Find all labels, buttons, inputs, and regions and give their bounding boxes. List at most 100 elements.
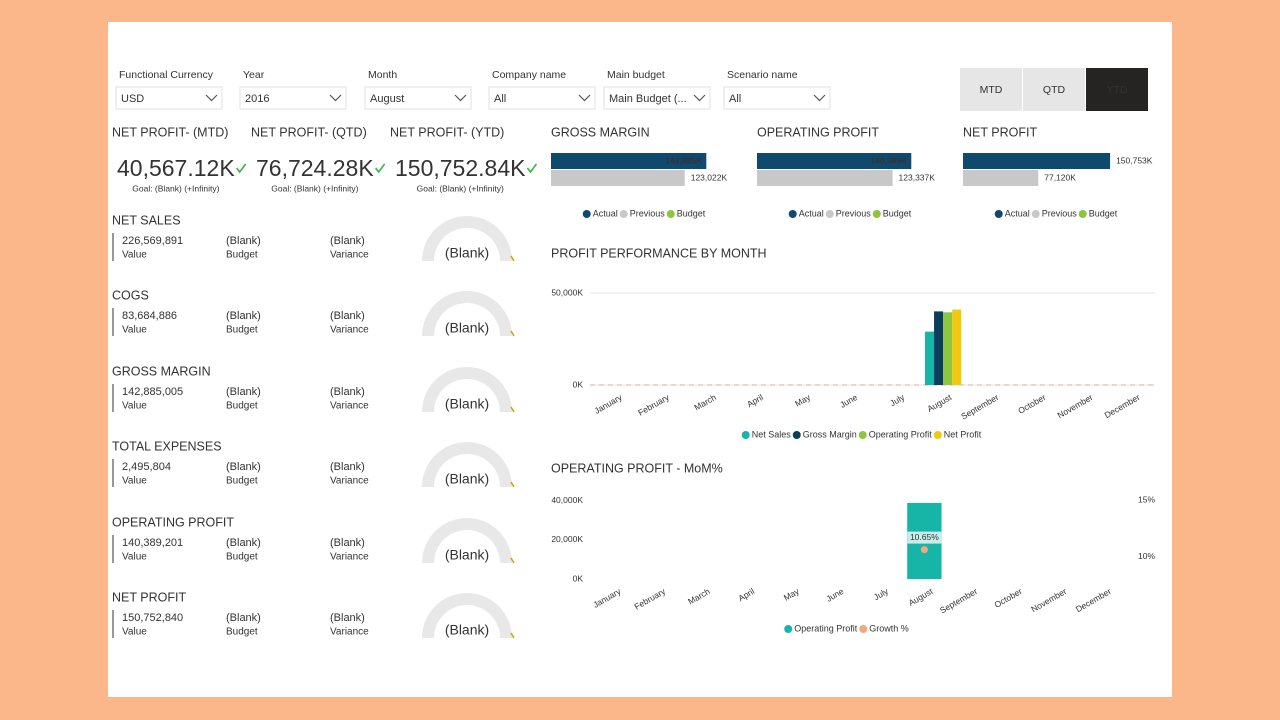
metric-budget-label: Budget	[226, 401, 258, 412]
kpi-goal: Goal: (Blank) (+Infinity)	[417, 183, 504, 193]
gauge-target	[510, 255, 515, 262]
metric-value: 83,684,886	[122, 310, 177, 322]
metric-variance: (Blank)	[330, 537, 365, 549]
filter-label: Month	[368, 69, 397, 81]
kpi-title: NET PROFIT- (MTD)	[112, 125, 228, 139]
dropdown[interactable]	[603, 86, 711, 110]
period-button[interactable]	[960, 68, 1022, 111]
metric-value: 142,885,005	[122, 386, 183, 398]
previous-label: 123,022K	[691, 172, 728, 182]
metric-variance-label: Variance	[330, 552, 369, 563]
gauge-value: (Blank)	[445, 622, 489, 638]
check-icon	[236, 163, 247, 174]
metric-budget: (Blank)	[226, 461, 261, 473]
metric-accent	[112, 610, 114, 638]
dropdown-value[interactable]: USD	[121, 93, 144, 105]
legend-label: Growth %	[869, 623, 909, 633]
metric-accent	[112, 384, 114, 412]
metric-title: COGS	[112, 288, 149, 302]
legend-marker	[872, 210, 881, 218]
kpi-goal: Goal: (Blank) (+Infinity)	[271, 183, 358, 193]
legend-label: Net Profit	[944, 429, 982, 439]
actual-bar	[551, 153, 707, 169]
dropdown[interactable]	[115, 86, 223, 110]
dropdown-value[interactable]: 2016	[245, 93, 269, 105]
period-button[interactable]	[1086, 68, 1148, 111]
dropdown-value[interactable]: All	[494, 93, 506, 105]
gauge-arc	[422, 518, 512, 563]
previous-label: 77,120K	[1044, 172, 1076, 182]
period-button-label[interactable]: QTD	[1043, 84, 1066, 96]
metric-value-label: Value	[122, 627, 147, 638]
metric-title: NET SALES	[112, 213, 181, 227]
chevron	[693, 94, 706, 102]
gauge-value: (Blank)	[445, 471, 489, 487]
gauge-target	[510, 557, 515, 564]
metric-value: 140,389,201	[122, 537, 183, 549]
kpi-goal: Goal: (Blank) (+Infinity)	[132, 183, 219, 193]
metric-variance-label: Variance	[330, 250, 369, 261]
bar	[924, 331, 935, 385]
chevron	[813, 94, 826, 102]
kpi-value: 150,752.84K	[395, 155, 526, 181]
bullet-title: OPERATING PROFIT	[757, 125, 879, 139]
period-button-label[interactable]: YTD	[1107, 84, 1128, 96]
legend-label: Net Sales	[752, 429, 792, 439]
metric-value: 226,569,891	[122, 235, 183, 247]
metric-title: OPERATING PROFIT	[112, 515, 234, 529]
kpi-value: 40,567.12K	[117, 155, 235, 181]
dropdown-value[interactable]: August	[370, 93, 404, 105]
metric-accent	[112, 233, 114, 261]
panel	[108, 22, 1172, 697]
metric-value-label: Value	[122, 325, 147, 336]
legend-marker	[788, 210, 797, 218]
dropdown[interactable]	[364, 86, 472, 110]
gauge-target	[510, 481, 515, 488]
legend-marker	[1031, 210, 1040, 218]
metric-value-label: Value	[122, 250, 147, 261]
legend-label: Actual	[593, 208, 618, 218]
legend-marker	[858, 431, 867, 439]
gauge-target	[510, 330, 515, 337]
bullet-title: GROSS MARGIN	[551, 125, 650, 139]
y-tick-label: 0K	[573, 379, 584, 389]
legend-label: Actual	[799, 208, 824, 218]
metric-variance-label: Variance	[330, 627, 369, 638]
legend-marker	[666, 210, 675, 218]
y2-tick-label: 15%	[1138, 494, 1155, 504]
legend-marker	[792, 431, 801, 439]
kpi-value: 76,724.28K	[256, 155, 374, 181]
actual-label: 140,389K	[870, 155, 908, 165]
chevron	[454, 94, 467, 102]
chevron	[329, 94, 342, 102]
actual-label: 142,885K	[665, 155, 703, 165]
metric-variance-label: Variance	[330, 401, 369, 412]
period-button[interactable]	[1023, 68, 1085, 111]
legend-marker	[582, 210, 591, 218]
dropdown[interactable]	[488, 86, 596, 110]
metric-accent	[112, 535, 114, 563]
metric-title: GROSS MARGIN	[112, 364, 211, 378]
previous-label: 123,337K	[899, 172, 936, 182]
y-tick-label: 40,000K	[551, 495, 583, 505]
value-label: 10.65%	[910, 532, 939, 542]
metric-budget: (Blank)	[226, 612, 261, 624]
period-button-label[interactable]: MTD	[980, 84, 1003, 96]
legend-marker	[859, 625, 868, 633]
metric-budget-label: Budget	[226, 476, 258, 487]
bar	[943, 312, 953, 385]
dropdown-value[interactable]: Main Budget (...	[609, 93, 687, 105]
value-label-bg	[907, 531, 942, 544]
gauge-value: (Blank)	[445, 320, 489, 336]
check-icon	[526, 163, 538, 174]
metric-accent	[112, 308, 114, 336]
metric-variance: (Blank)	[330, 612, 365, 624]
dropdown[interactable]	[723, 86, 831, 110]
gauge-arc	[422, 216, 512, 261]
metric-budget-label: Budget	[226, 627, 258, 638]
dropdown-value[interactable]: All	[729, 93, 741, 105]
legend-label: Previous	[630, 208, 666, 218]
dropdown[interactable]	[239, 86, 347, 110]
